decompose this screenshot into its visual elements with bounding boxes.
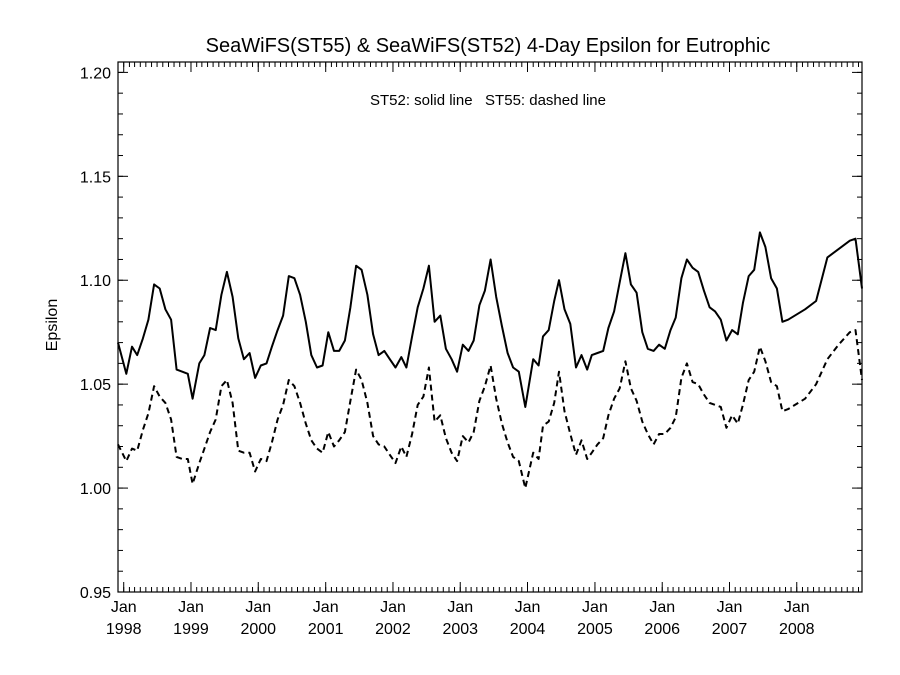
x-tick-month-label: Jan bbox=[111, 599, 137, 616]
series-line-st55 bbox=[117, 329, 863, 490]
x-tick-year-label: 2008 bbox=[779, 621, 815, 638]
x-tick-year-label: 1999 bbox=[173, 621, 209, 638]
x-tick-year-label: 2006 bbox=[644, 621, 680, 638]
x-tick-month-label: Jan bbox=[784, 599, 810, 616]
x-tick-year-label: 2004 bbox=[510, 621, 546, 638]
y-axis: 0.95 1.00 1.05 1.10 1.15 1.20 bbox=[80, 65, 862, 602]
x-tick-month-label: Jan bbox=[178, 599, 204, 616]
x-tick-year-label: 2005 bbox=[577, 621, 613, 638]
x-axis: Jan 1998 Jan 1999 Jan 2000 Jan 2001 Jan 2002 Jan 20… bbox=[106, 62, 859, 638]
x-tick-year-label: 2002 bbox=[375, 621, 411, 638]
plot-border bbox=[117, 61, 863, 593]
plot-frame bbox=[117, 61, 863, 593]
y-tick-label: 1.00 bbox=[80, 481, 111, 498]
y-tick-label: 1.10 bbox=[80, 273, 111, 290]
x-tick-month-label: Jan bbox=[515, 599, 541, 616]
x-tick-month-label: Jan bbox=[582, 599, 608, 616]
x-tick-year-label: 2001 bbox=[308, 621, 344, 638]
x-tick-year-label: 2007 bbox=[712, 621, 748, 638]
x-tick-year-label: 2000 bbox=[240, 621, 276, 638]
y-axis-label: Epsilon bbox=[44, 299, 61, 351]
y-tick-label: 1.05 bbox=[80, 377, 111, 394]
series-line-st52 bbox=[117, 231, 863, 408]
x-tick-month-label: Jan bbox=[447, 599, 473, 616]
x-tick-month-label: Jan bbox=[313, 599, 339, 616]
y-tick-label: 1.15 bbox=[80, 169, 111, 186]
y-tick-label: 1.20 bbox=[80, 65, 111, 82]
x-tick-year-label: 1998 bbox=[106, 621, 142, 638]
x-tick-year-label: 2003 bbox=[442, 621, 478, 638]
x-tick-month-label: Jan bbox=[380, 599, 406, 616]
x-tick-month-label: Jan bbox=[245, 599, 271, 616]
y-tick-label: 0.95 bbox=[80, 585, 111, 602]
x-tick-month-label: Jan bbox=[717, 599, 743, 616]
series-annotation: ST52: solid line ST55: dashed line bbox=[370, 92, 606, 109]
chart-title: SeaWiFS(ST55) & SeaWiFS(ST52) 4-Day Epsi… bbox=[206, 35, 771, 57]
series-layer bbox=[117, 231, 863, 490]
x-tick-month-label: Jan bbox=[649, 599, 675, 616]
